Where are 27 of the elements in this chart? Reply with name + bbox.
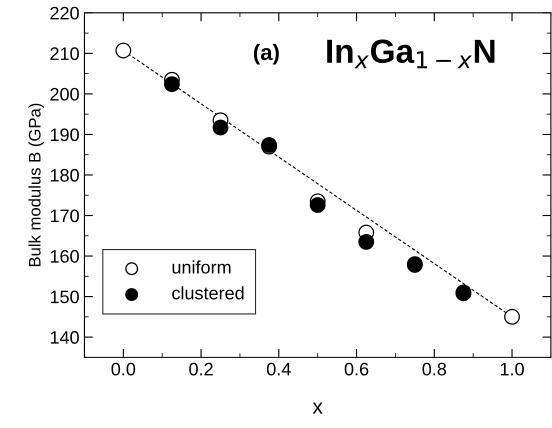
y-tick-label: 140 [50,331,79,344]
x-tick-label: 0.6 [344,362,368,376]
y-tick-label: 160 [50,250,79,263]
y-axis-title: Bulk modulus B (GPa) [28,104,44,266]
text: In$_{x}$Ga$_{1−x}$N [327,39,494,68]
point [504,308,520,325]
point [358,234,374,250]
x-tick-label: 1.0 [500,362,524,376]
y-tick-label: 200 [50,88,79,101]
annotation: (a) [254,44,279,65]
x-tick-label: 0.2 [189,362,213,376]
point [115,42,132,58]
legend-label: clustered [172,286,244,300]
x-axis-title: x [312,402,323,414]
y-tick-label: 220 [50,6,79,20]
y-tick-label: 190 [50,128,79,142]
point [310,197,326,213]
point [164,76,180,92]
x-tick-label: 0.0 [111,362,136,376]
y-tick-label: 150 [50,290,79,304]
x-tick-label: 0.8 [422,362,446,376]
y-tick-label: 210 [50,47,79,60]
x-tick-label: 0.4 [266,362,291,376]
legend-label: uniform [172,260,230,274]
y-tick-label: 180 [50,168,79,182]
point [212,120,228,136]
y-tick-label: 170 [50,209,79,222]
